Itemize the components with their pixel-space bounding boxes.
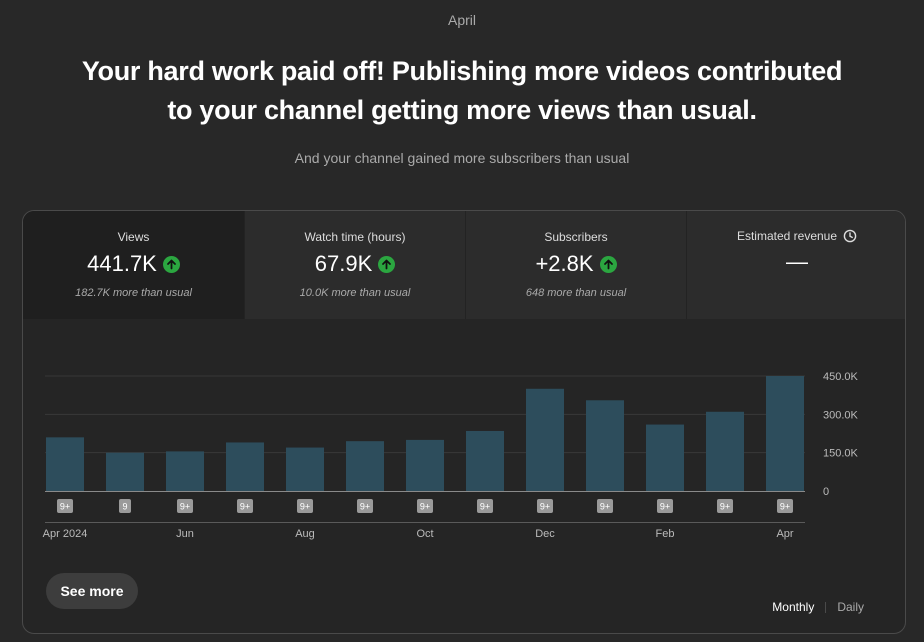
metric-value: +2.8K (535, 251, 594, 276)
metric-value-row: 441.7K (23, 251, 244, 277)
upload-count-badge (237, 499, 253, 513)
upload-count-label: 9+ (60, 502, 70, 512)
y-tick-label: 0 (823, 486, 829, 498)
chart-bar (46, 437, 84, 491)
metric-tab-views[interactable]: Views 441.7K 182.7K more than usual (23, 211, 244, 319)
upload-count-label: 9+ (720, 502, 730, 512)
upload-count-badge (657, 499, 673, 513)
chart-bar (286, 447, 324, 491)
arrow-up-icon (599, 255, 617, 273)
y-tick-label: 450.0K (823, 371, 859, 383)
x-tick-label: Jun (176, 528, 194, 540)
headline-line-1: Your hard work paid off! Publishing more… (81, 56, 843, 86)
arrow-up-icon (162, 255, 180, 273)
upload-count-label: 9+ (780, 502, 790, 512)
metric-note: 648 more than usual (525, 287, 627, 299)
analytics-card: Views 441.7K 182.7K more than usual Watc… (22, 210, 906, 634)
upload-count-label: 9+ (540, 502, 550, 512)
upload-count-label: 9+ (300, 502, 310, 512)
chart-bar (106, 452, 144, 491)
chart-bar (226, 442, 264, 491)
month-title: April (447, 12, 476, 28)
upload-count-badge (597, 499, 613, 513)
chart-bar (766, 376, 804, 491)
upload-count-label: 9+ (480, 502, 490, 512)
metric-value: — (786, 249, 808, 274)
upload-count-label: 9+ (180, 502, 190, 512)
granularity-toggle: Monthly Daily (772, 600, 864, 614)
headline-line-2: to your channel getting more views than … (167, 95, 757, 125)
x-tick-label: Aug (295, 528, 315, 540)
chart-bar (346, 441, 384, 491)
y-tick-label: 150.0K (823, 448, 859, 460)
x-tick-label: Apr 2024 (43, 528, 88, 540)
metric-label: Watch time (hours) (304, 230, 406, 244)
toggle-daily[interactable]: Daily (837, 600, 864, 614)
metric-value-row: 67.9K (245, 251, 465, 277)
upload-count-label: 9+ (360, 502, 370, 512)
insight-subheadline: And your channel gained more subscribers… (294, 150, 630, 166)
chart-bar (526, 388, 564, 491)
metric-note: 182.7K more than usual (75, 287, 192, 299)
x-tick-label: Feb (656, 528, 675, 540)
upload-count-badge (177, 499, 193, 513)
upload-count-badge (537, 499, 553, 513)
insight-headline: Your hard work paid off! Publishing more… (0, 52, 924, 130)
upload-count-badge (477, 499, 493, 513)
clock-icon (843, 229, 857, 243)
metric-tab-subscribers[interactable]: Subscribers +2.8K 648 more than usual (465, 211, 686, 319)
upload-count-badge (357, 499, 373, 513)
chart-bar (586, 400, 624, 491)
x-tick-label: Dec (535, 528, 555, 540)
upload-count-label: 9+ (600, 502, 610, 512)
chart-bar (646, 424, 684, 491)
metric-label: Views (117, 230, 150, 244)
metric-note: 10.0K more than usual (299, 287, 411, 299)
upload-count-label: 9 (122, 502, 127, 512)
upload-count-badge (777, 499, 793, 513)
views-bar-chart: 0 150.0K 300.0K 450.0K 9+ 9 9+ 9+ 9+ 9+ 9+ 9+ 9+ 9+ 9+… (43, 371, 859, 540)
metric-label: Estimated revenue (736, 229, 838, 243)
metric-value: 441.7K (87, 251, 157, 276)
see-more-button[interactable]: See more (46, 573, 138, 609)
upload-count-badge (119, 499, 131, 513)
x-tick-label: Oct (416, 528, 433, 540)
arrow-up-icon (378, 255, 396, 273)
metric-label-row: Estimated revenue (687, 229, 905, 243)
toggle-divider (825, 601, 827, 613)
upload-count-badge (57, 499, 73, 513)
chart-bar (466, 430, 504, 491)
chart-bar (706, 411, 744, 491)
upload-count-label: 9+ (240, 502, 250, 512)
upload-count-badge (297, 499, 313, 513)
metric-tabs: Views 441.7K 182.7K more than usual Watc… (23, 211, 905, 319)
y-tick-label: 300.0K (823, 409, 859, 421)
upload-count-label: 9+ (420, 502, 430, 512)
chart-bar (166, 451, 204, 491)
metric-tab-watch-time[interactable]: Watch time (hours) 67.9K 10.0K more than… (244, 211, 465, 319)
metric-tab-estimated-revenue[interactable]: Estimated revenue — (686, 211, 905, 319)
metric-value: 67.9K (314, 251, 373, 276)
x-tick-label: Apr (776, 528, 793, 540)
upload-count-badge (717, 499, 733, 513)
toggle-monthly[interactable]: Monthly (772, 600, 815, 614)
metric-value-row: +2.8K (466, 251, 686, 277)
metric-label: Subscribers (544, 230, 608, 244)
upload-count-badge (417, 499, 433, 513)
upload-count-label: 9+ (660, 502, 670, 512)
chart-bar (406, 439, 444, 491)
